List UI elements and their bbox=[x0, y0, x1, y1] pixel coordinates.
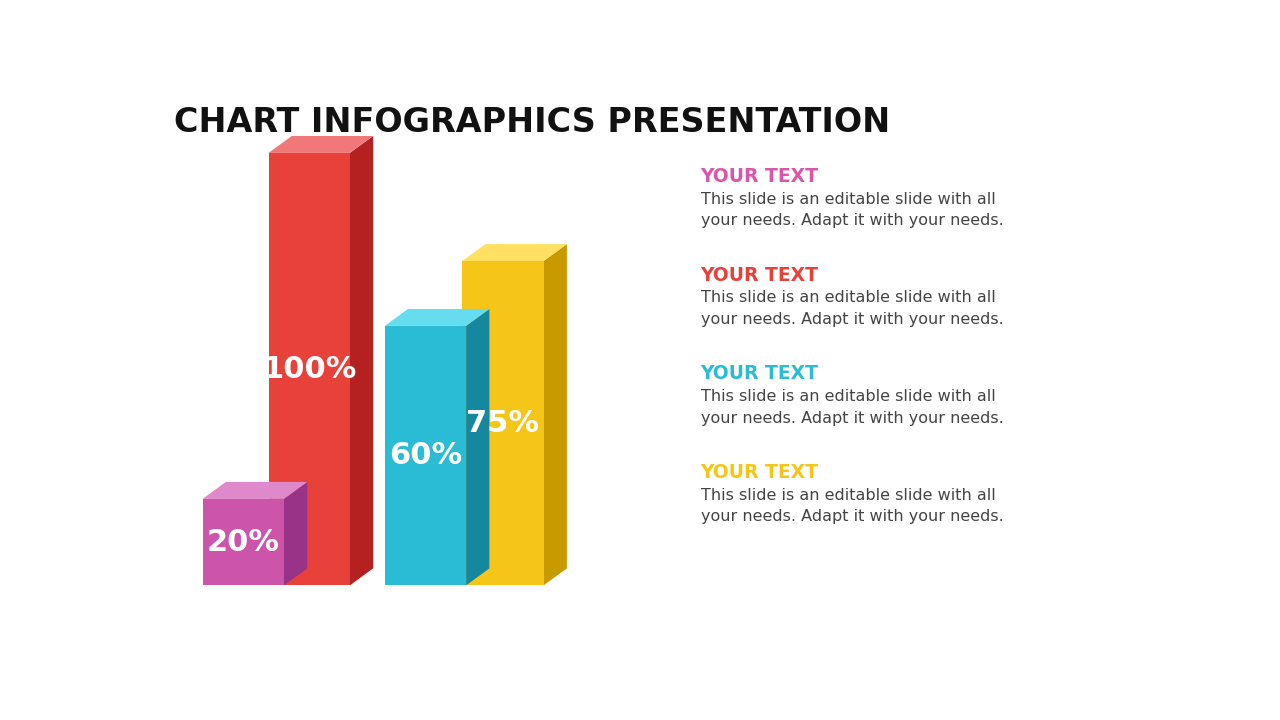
Text: This slide is an editable slide with all
your needs. Adapt it with your needs.: This slide is an editable slide with all… bbox=[700, 487, 1004, 524]
Text: YOUR TEXT: YOUR TEXT bbox=[700, 167, 819, 186]
Polygon shape bbox=[284, 482, 307, 585]
Text: CHART INFOGRAPHICS PRESENTATION: CHART INFOGRAPHICS PRESENTATION bbox=[174, 106, 890, 139]
Text: YOUR TEXT: YOUR TEXT bbox=[700, 364, 819, 383]
Polygon shape bbox=[466, 309, 489, 585]
Polygon shape bbox=[544, 244, 567, 585]
Polygon shape bbox=[202, 482, 307, 499]
Text: This slide is an editable slide with all
your needs. Adapt it with your needs.: This slide is an editable slide with all… bbox=[700, 389, 1004, 426]
Polygon shape bbox=[462, 244, 567, 261]
Polygon shape bbox=[462, 261, 544, 585]
Text: 75%: 75% bbox=[466, 409, 539, 438]
Text: YOUR TEXT: YOUR TEXT bbox=[700, 463, 819, 482]
Polygon shape bbox=[269, 136, 374, 153]
Polygon shape bbox=[269, 153, 349, 585]
Polygon shape bbox=[385, 309, 489, 326]
Polygon shape bbox=[202, 499, 284, 585]
Polygon shape bbox=[385, 326, 466, 585]
Text: This slide is an editable slide with all
your needs. Adapt it with your needs.: This slide is an editable slide with all… bbox=[700, 290, 1004, 327]
Text: 60%: 60% bbox=[389, 441, 462, 470]
Text: 100%: 100% bbox=[262, 355, 356, 384]
Polygon shape bbox=[349, 136, 374, 585]
Text: YOUR TEXT: YOUR TEXT bbox=[700, 266, 819, 285]
Text: 20%: 20% bbox=[207, 528, 280, 557]
Text: This slide is an editable slide with all
your needs. Adapt it with your needs.: This slide is an editable slide with all… bbox=[700, 192, 1004, 228]
